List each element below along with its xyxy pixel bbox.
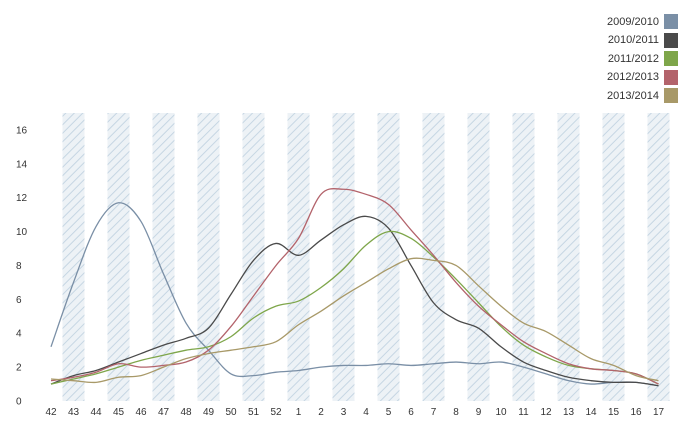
y-tick-label: 8 bbox=[16, 261, 22, 272]
x-tick-label: 47 bbox=[158, 407, 170, 418]
week-band-15 bbox=[602, 113, 625, 401]
week-band-43 bbox=[62, 113, 85, 401]
legend-swatch bbox=[664, 69, 678, 85]
x-tick-label: 13 bbox=[563, 407, 575, 418]
x-tick-label: 44 bbox=[90, 407, 102, 418]
legend-swatch bbox=[664, 14, 678, 29]
x-tick-label: 9 bbox=[476, 407, 482, 418]
y-tick-label: 12 bbox=[16, 193, 28, 204]
week-band-17 bbox=[647, 113, 670, 401]
x-tick-label: 2 bbox=[318, 407, 324, 418]
legend-swatch bbox=[664, 32, 678, 48]
y-tick-label: 6 bbox=[16, 295, 22, 306]
legend-label: 2009/2010 bbox=[607, 15, 659, 28]
x-tick-label: 46 bbox=[135, 407, 147, 418]
x-tick-label: 11 bbox=[518, 407, 529, 418]
x-tick-label: 1 bbox=[296, 407, 302, 418]
week-band-45 bbox=[107, 113, 130, 401]
y-tick-label: 0 bbox=[16, 397, 22, 408]
week-band-3 bbox=[332, 113, 355, 401]
x-tick-label: 52 bbox=[270, 407, 282, 418]
legend-item: 2011/2012 bbox=[607, 50, 678, 67]
series-line-2009-2010 bbox=[50, 202, 659, 387]
y-tick-label: 14 bbox=[16, 159, 28, 170]
x-tick-label: 16 bbox=[630, 407, 642, 418]
x-tick-label: 49 bbox=[203, 407, 215, 418]
x-tick-label: 17 bbox=[653, 407, 665, 418]
x-tick-label: 8 bbox=[453, 407, 459, 418]
y-tick-label: 16 bbox=[16, 125, 28, 136]
x-tick-label: 48 bbox=[180, 407, 192, 418]
series-line-2013-2014 bbox=[50, 257, 659, 384]
legend-item: 2009/2010 bbox=[607, 13, 678, 30]
series-line-2012-2013 bbox=[50, 188, 659, 385]
week-band-13 bbox=[557, 113, 580, 401]
x-tick-label: 50 bbox=[225, 407, 237, 418]
legend-item: 2010/2011 bbox=[607, 32, 678, 49]
legend-swatch bbox=[664, 88, 678, 103]
legend-label: 2011/2012 bbox=[607, 52, 659, 65]
x-tick-label: 51 bbox=[248, 407, 260, 418]
x-tick-label: 43 bbox=[68, 407, 80, 418]
week-band-11 bbox=[512, 113, 535, 401]
x-tick-label: 14 bbox=[585, 407, 597, 418]
week-band-1 bbox=[287, 113, 310, 401]
legend-swatch bbox=[664, 51, 678, 66]
series-line-2011-2012 bbox=[50, 230, 659, 385]
legend: 2009/2010 2010/2011 2011/2012 2012/2013 2013… bbox=[607, 13, 678, 106]
week-band-5 bbox=[377, 113, 400, 401]
week-band-9 bbox=[467, 113, 490, 401]
week-band-49 bbox=[197, 113, 220, 401]
x-tick-label: 12 bbox=[540, 407, 552, 418]
legend-item: 2013/2014 bbox=[607, 87, 678, 104]
x-tick-label: 10 bbox=[495, 407, 507, 418]
y-tick-label: 4 bbox=[16, 329, 22, 340]
legend-item: 2012/2013 bbox=[607, 69, 678, 86]
x-tick-label: 45 bbox=[113, 407, 125, 418]
legend-label: 2013/2014 bbox=[607, 89, 659, 102]
y-axis-ticks: 0 2 4 6 8 10 12 14 16 bbox=[16, 125, 28, 407]
x-tick-label: 7 bbox=[431, 407, 437, 418]
series-line-2010-2011 bbox=[50, 215, 659, 387]
legend-label: 2012/2013 bbox=[607, 71, 659, 83]
week-band-51 bbox=[242, 113, 265, 401]
x-tick-label: 3 bbox=[341, 407, 347, 418]
week-band-47 bbox=[152, 113, 175, 401]
x-tick-label: 42 bbox=[45, 407, 57, 418]
x-tick-label: 4 bbox=[363, 407, 369, 418]
x-axis-ticks: 42 43 44 45 46 47 48 49 50 51 52 1 2 3 4 5 6 7 8 9 10 11 12 13 1… bbox=[45, 407, 664, 418]
x-tick-label: 15 bbox=[608, 407, 620, 418]
x-tick-label: 5 bbox=[386, 407, 392, 418]
y-tick-label: 2 bbox=[16, 363, 22, 374]
legend-label: 2010/2011 bbox=[607, 34, 659, 46]
x-tick-label: 6 bbox=[408, 407, 414, 418]
series-lines bbox=[50, 188, 659, 387]
y-tick-label: 10 bbox=[16, 227, 28, 238]
